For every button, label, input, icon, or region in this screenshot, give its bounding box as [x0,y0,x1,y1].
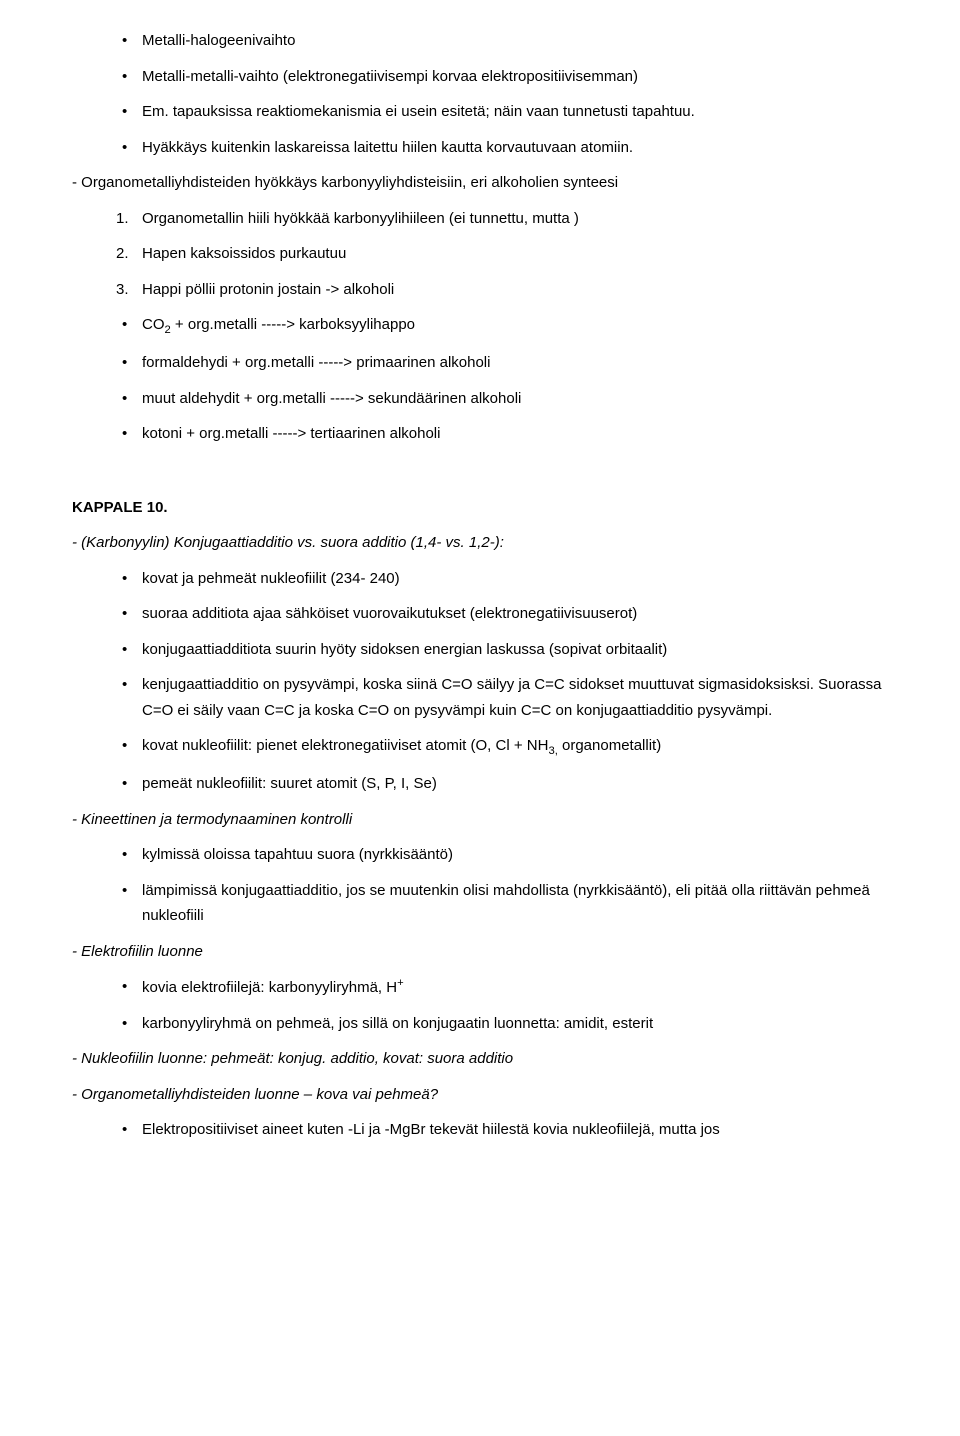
list-text: pemeät nukleofiilit: suuret atomit (S, P… [142,775,437,792]
list-item: Hyäkkäys kuitenkin laskareissa laitettu … [116,135,888,161]
list-item: kovia elektrofiilejä: karbonyyliryhmä, H… [116,974,888,1001]
list-item: CO2 + org.metalli -----> karboksyylihapp… [116,312,888,340]
list-item: lämpimissä konjugaattiadditio, jos se mu… [116,878,888,929]
list-text: CO2 + org.metalli -----> karboksyylihapp… [142,316,415,333]
list-text: muut aldehydit + org.metalli -----> seku… [142,390,521,407]
top-bullet-list: Metalli-halogeenivaihto Metalli-metalli-… [116,28,888,160]
list-text: Organometallin hiili hyökkää karbonyylih… [142,210,579,227]
list-item: pemeät nukleofiilit: suuret atomit (S, P… [116,771,888,797]
organometalli-bullet-list: Elektropositiiviset aineet kuten -Li ja … [116,1117,888,1143]
list-item: konjugaattiadditiota suurin hyöty sidoks… [116,637,888,663]
organo-heading: - Organometalliyhdisteiden hyökkäys karb… [72,170,888,196]
list-item: kovat nukleofiilit: pienet elektronegati… [116,733,888,761]
list-item: Hapen kaksoissidos purkautuu [116,241,888,267]
list-text: Metalli-metalli-vaihto (elektronegatiivi… [142,68,638,85]
list-item: Organometallin hiili hyökkää karbonyylih… [116,206,888,232]
list-text: Hyäkkäys kuitenkin laskareissa laitettu … [142,139,633,156]
list-item: suoraa additiota ajaa sähköiset vuorovai… [116,601,888,627]
list-item: kylmissä oloissa tapahtuu suora (nyrkkis… [116,842,888,868]
list-item: kovat ja pehmeät nukleofiilit (234- 240) [116,566,888,592]
elektrofiili-heading: - Elektrofiilin luonne [72,939,888,965]
list-text: karbonyyliryhmä on pehmeä, jos sillä on … [142,1015,653,1032]
list-text: Happi pöllii protonin jostain -> alkohol… [142,281,394,298]
list-text: kotoni + org.metalli -----> tertiaarinen… [142,425,440,442]
list-item: Metalli-metalli-vaihto (elektronegatiivi… [116,64,888,90]
organo-numbered-list: Organometallin hiili hyökkää karbonyylih… [116,206,888,303]
organo-bullet-list: CO2 + org.metalli -----> karboksyylihapp… [116,312,888,447]
list-text: Elektropositiiviset aineet kuten -Li ja … [142,1121,720,1138]
list-text: kovat nukleofiilit: pienet elektronegati… [142,737,661,754]
list-item: kotoni + org.metalli -----> tertiaarinen… [116,421,888,447]
list-item: formaldehydi + org.metalli -----> primaa… [116,350,888,376]
list-text: kovia elektrofiilejä: karbonyyliryhmä, H… [142,979,404,996]
list-text: kylmissä oloissa tapahtuu suora (nyrkkis… [142,846,453,863]
elektrofiili-bullet-list: kovia elektrofiilejä: karbonyyliryhmä, H… [116,974,888,1036]
list-text: kenjugaattiadditio on pysyvämpi, koska s… [142,676,882,719]
list-text: Em. tapauksissa reaktiomekanismia ei use… [142,103,695,120]
list-text: Metalli-halogeenivaihto [142,32,295,49]
list-item: Metalli-halogeenivaihto [116,28,888,54]
list-item: muut aldehydit + org.metalli -----> seku… [116,386,888,412]
list-text: kovat ja pehmeät nukleofiilit (234- 240) [142,570,400,587]
konjugaatti-bullet-list: kovat ja pehmeät nukleofiilit (234- 240)… [116,566,888,797]
list-text: formaldehydi + org.metalli -----> primaa… [142,354,490,371]
kineettinen-heading: - Kineettinen ja termodynaaminen kontrol… [72,807,888,833]
list-text: suoraa additiota ajaa sähköiset vuorovai… [142,605,637,622]
list-item: kenjugaattiadditio on pysyvämpi, koska s… [116,672,888,723]
list-item: Em. tapauksissa reaktiomekanismia ei use… [116,99,888,125]
organometalli-heading: - Organometalliyhdisteiden luonne – kova… [72,1082,888,1108]
list-text: lämpimissä konjugaattiadditio, jos se mu… [142,882,870,925]
nukleofiili-heading: - Nukleofiilin luonne: pehmeät: konjug. … [72,1046,888,1072]
list-text: konjugaattiadditiota suurin hyöty sidoks… [142,641,667,658]
kappale10-heading: KAPPALE 10. [72,495,888,521]
list-text: Hapen kaksoissidos purkautuu [142,245,346,262]
page: Metalli-halogeenivaihto Metalli-metalli-… [0,0,960,1193]
konjugaatti-heading: - (Karbonyylin) Konjugaattiadditio vs. s… [72,530,888,556]
list-item: karbonyyliryhmä on pehmeä, jos sillä on … [116,1011,888,1037]
kineettinen-bullet-list: kylmissä oloissa tapahtuu suora (nyrkkis… [116,842,888,929]
list-item: Elektropositiiviset aineet kuten -Li ja … [116,1117,888,1143]
list-item: Happi pöllii protonin jostain -> alkohol… [116,277,888,303]
